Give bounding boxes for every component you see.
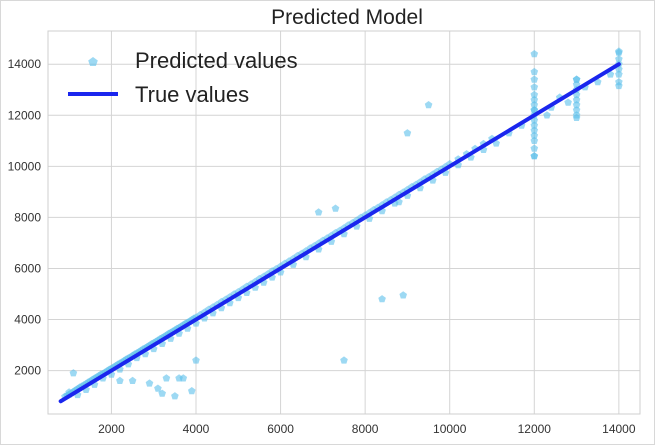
predicted-point: [145, 379, 154, 387]
predicted-point: [530, 75, 539, 83]
predicted-point: [116, 376, 124, 384]
predicted-point: [530, 106, 539, 114]
true-values-line-group: [58, 62, 621, 404]
y-tick-label: 4000: [14, 313, 41, 327]
predicted-point: [162, 374, 171, 382]
y-tick-label: 10000: [8, 159, 42, 173]
predicted-point: [530, 144, 539, 152]
x-tick-label: 14000: [602, 422, 636, 436]
legend-marker-predicted: [88, 57, 98, 66]
predicted-point: [530, 83, 539, 91]
predicted-point: [572, 113, 581, 121]
x-tick-label: 10000: [433, 422, 467, 436]
predicted-point: [154, 384, 162, 392]
predicted-point: [378, 295, 386, 303]
predicted-point: [564, 98, 572, 106]
y-tick-label: 8000: [14, 210, 41, 224]
legend-label-true: True values: [135, 82, 249, 107]
predicted-point: [615, 55, 623, 63]
predicted-point: [403, 129, 412, 137]
y-axis-ticks: 2000 4000 6000 8000 10000 12000 14000: [8, 57, 42, 377]
y-tick-label: 12000: [8, 108, 42, 122]
predicted-point: [340, 356, 348, 364]
predicted-point: [543, 111, 551, 119]
predicted-point: [530, 90, 539, 99]
grid-lines: [48, 31, 640, 414]
predicted-point: [424, 101, 433, 109]
predicted-point: [572, 75, 581, 83]
predicted-point: [530, 50, 539, 58]
y-tick-label: 2000: [14, 364, 41, 378]
predicted-point: [314, 208, 323, 216]
plot-area: [47, 30, 641, 415]
predicted-point: [615, 81, 623, 90]
predicted-point: [615, 48, 623, 56]
x-tick-label: 8000: [352, 422, 379, 436]
legend-label-predicted: Predicted values: [135, 48, 298, 73]
x-tick-label: 4000: [183, 422, 210, 436]
legend: Predicted values True values: [68, 48, 298, 107]
predicted-point: [192, 356, 200, 364]
y-tick-label: 6000: [14, 261, 41, 275]
predicted-point: [331, 204, 340, 212]
predicted-point: [530, 67, 539, 76]
predicted-point: [69, 369, 78, 377]
true-values-line: [58, 62, 621, 404]
predicted-point: [171, 392, 179, 400]
predicted-point: [179, 374, 188, 382]
y-tick-label: 14000: [8, 57, 42, 71]
x-axis-ticks: 2000 4000 6000 8000 10000 12000 14000: [98, 422, 636, 436]
x-tick-label: 12000: [518, 422, 552, 436]
chart-title: Predicted Model: [271, 6, 423, 29]
predicted-point: [128, 376, 137, 384]
predicted-point: [530, 152, 539, 160]
x-tick-label: 6000: [267, 422, 294, 436]
predicted-point: [188, 387, 196, 395]
x-tick-label: 2000: [98, 422, 125, 436]
predicted-point: [158, 389, 166, 397]
predicted-point: [399, 291, 407, 299]
